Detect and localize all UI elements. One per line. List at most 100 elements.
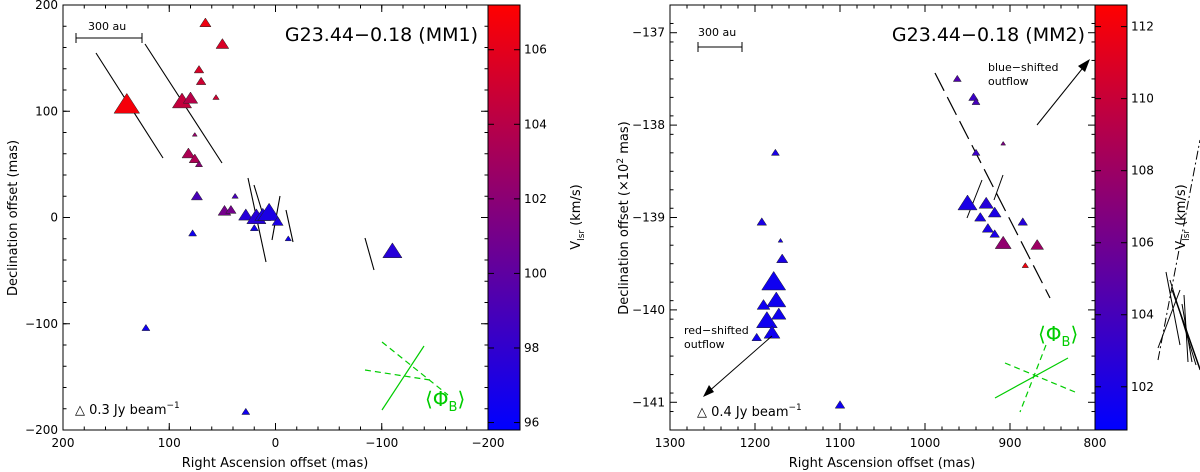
mm2-tick-marks: [669, 4, 1096, 431]
maser-triangle: [761, 270, 787, 291]
mm2-colorbar: [1094, 4, 1128, 431]
maser-triangle: [193, 65, 205, 74]
mm1-phi-b-label: ⟨ΦB⟩: [425, 387, 465, 415]
maser-triangle: [751, 332, 762, 341]
mm2-blue-outflow-axis: [934, 72, 1051, 299]
mm2-x-tick-labels-group: 1300 1200 1100 1000 900 800: [655, 436, 1107, 450]
mm1-vector: [285, 209, 294, 243]
maser-triangle: [181, 147, 196, 159]
mm2-colorbar-ticks: 102 104 106 108 110 112: [1095, 20, 1154, 394]
colorbar-tick-label: 108: [1131, 164, 1154, 178]
mm2-field-dashed: [1004, 362, 1076, 393]
maser-triangle: [777, 237, 784, 243]
panel-mm2: 300 au G23.44−0.18 (MM2) blue−shifted ou…: [616, 4, 1200, 471]
y-tick-label: −138: [632, 118, 665, 132]
maser-triangle: [141, 323, 151, 331]
mm1-vector: [364, 237, 375, 271]
maser-triangle: [382, 242, 403, 258]
colorbar-tick-label: 102: [1131, 380, 1154, 394]
y-tick-label: −139: [632, 211, 665, 225]
maser-triangle: [766, 291, 787, 308]
mm2-vector: [1175, 299, 1200, 371]
colorbar-tick-label: 102: [524, 192, 547, 206]
mm1-flux-legend: △ 0.3 Jy beam−1: [75, 401, 180, 418]
maser-triangle: [1021, 262, 1029, 268]
maser-triangle: [182, 91, 199, 104]
mm2-flux-legend: △ 0.4 Jy beam−1: [697, 403, 802, 420]
x-tick-label: 1100: [825, 436, 856, 450]
mm2-magnetic-field-direction: [994, 344, 1076, 413]
maser-triangle: [191, 132, 198, 137]
y-tick-label: −200: [25, 423, 58, 437]
maser-triangle: [763, 325, 781, 339]
maser-triangle: [770, 148, 780, 156]
y-tick-label: 100: [35, 104, 58, 118]
maser-triangle: [974, 212, 987, 222]
mm1-scale-bar-label: 300 au: [88, 20, 126, 33]
y-tick-label: −141: [632, 395, 665, 409]
mm2-scale-bar: [697, 42, 743, 52]
mm2-maser-points: [751, 74, 1045, 409]
x-tick-label: −200: [472, 436, 505, 450]
mm1-field-dashed: [381, 341, 449, 396]
colorbar-tick-label: 106: [524, 43, 547, 57]
x-tick-label: 0: [272, 436, 280, 450]
maser-triangle: [981, 223, 994, 233]
colorbar-tick-label: 104: [524, 117, 547, 131]
mm2-vector: [1157, 289, 1181, 349]
mm2-red-outflow-arrow: [703, 335, 773, 397]
mm1-maser-points: [113, 17, 403, 415]
mm2-field-dashed: [1019, 344, 1047, 413]
panel-mm1: 300 au G23.44−0.18 (MM1) △ 0.3 Jy beam−1…: [6, 0, 587, 471]
x-tick-label: 900: [999, 436, 1022, 450]
maser-triangle: [834, 400, 846, 409]
mm2-field-line: [994, 357, 1069, 399]
y-tick-label: 0: [50, 211, 58, 225]
maser-triangle: [215, 38, 230, 49]
mm1-field-dashed: [364, 369, 431, 381]
maser-triangle: [952, 74, 962, 82]
mm1-field-line: [381, 345, 425, 411]
maser-triangle: [957, 194, 978, 211]
mm2-polarization-vectors: [966, 174, 1200, 371]
maser-triangle: [194, 160, 204, 167]
maser-triangle: [284, 235, 292, 242]
colorbar-tick-label: 96: [524, 416, 539, 430]
mm1-colorbar-ticks: 96 98 100 102 104 106: [488, 43, 547, 430]
x-tick-label: 100: [158, 436, 181, 450]
y-tick-label: −137: [632, 26, 665, 40]
maser-triangle: [249, 224, 259, 231]
mm2-colorbar-label: Vlsr (km/s): [1174, 184, 1192, 249]
maser-triangle: [971, 148, 981, 156]
mm2-blue-outflow-arrow: [1036, 59, 1090, 126]
colorbar-tick-label: 104: [1131, 308, 1154, 322]
maser-triangle: [231, 192, 239, 199]
maser-triangle: [188, 153, 201, 163]
colorbar-tick-label: 98: [524, 341, 539, 355]
mm2-vector: [993, 174, 1004, 201]
maser-triangle: [271, 216, 284, 226]
mm2-y-tick-labels-group: −141 −140 −139 −138 −137: [632, 26, 665, 410]
x-tick-label: 800: [1084, 436, 1107, 450]
maser-triangle: [225, 204, 237, 214]
x-tick-label: 1200: [740, 436, 771, 450]
colorbar-tick-label: 112: [1131, 20, 1154, 34]
mm1-chart-title: G23.44−0.18 (MM1): [285, 24, 478, 46]
maser-triangle: [113, 92, 141, 114]
mm1-y-axis-label: Declination offset (mas): [6, 140, 21, 296]
mm1-polarization-vectors: [95, 43, 375, 271]
mm2-blue-outflow-label: blue−shifted outflow: [988, 61, 1062, 88]
colorbar-tick-label: 106: [1131, 236, 1154, 250]
maser-triangle: [257, 202, 281, 221]
mm2-scale-bar-label: 300 au: [698, 26, 736, 39]
maser-triangle: [756, 217, 768, 226]
mm1-y-tick-labels-group: −200 −100 0 100 200: [25, 0, 58, 437]
x-tick-label: 1300: [655, 436, 686, 450]
maser-triangle: [771, 307, 787, 320]
mm2-x-axis-label: Right Ascension offset (mas): [789, 456, 976, 471]
y-tick-label: −140: [632, 303, 665, 317]
x-tick-label: 1000: [910, 436, 941, 450]
mm1-magnetic-field-direction: [364, 341, 449, 411]
x-tick-label: −100: [365, 436, 398, 450]
